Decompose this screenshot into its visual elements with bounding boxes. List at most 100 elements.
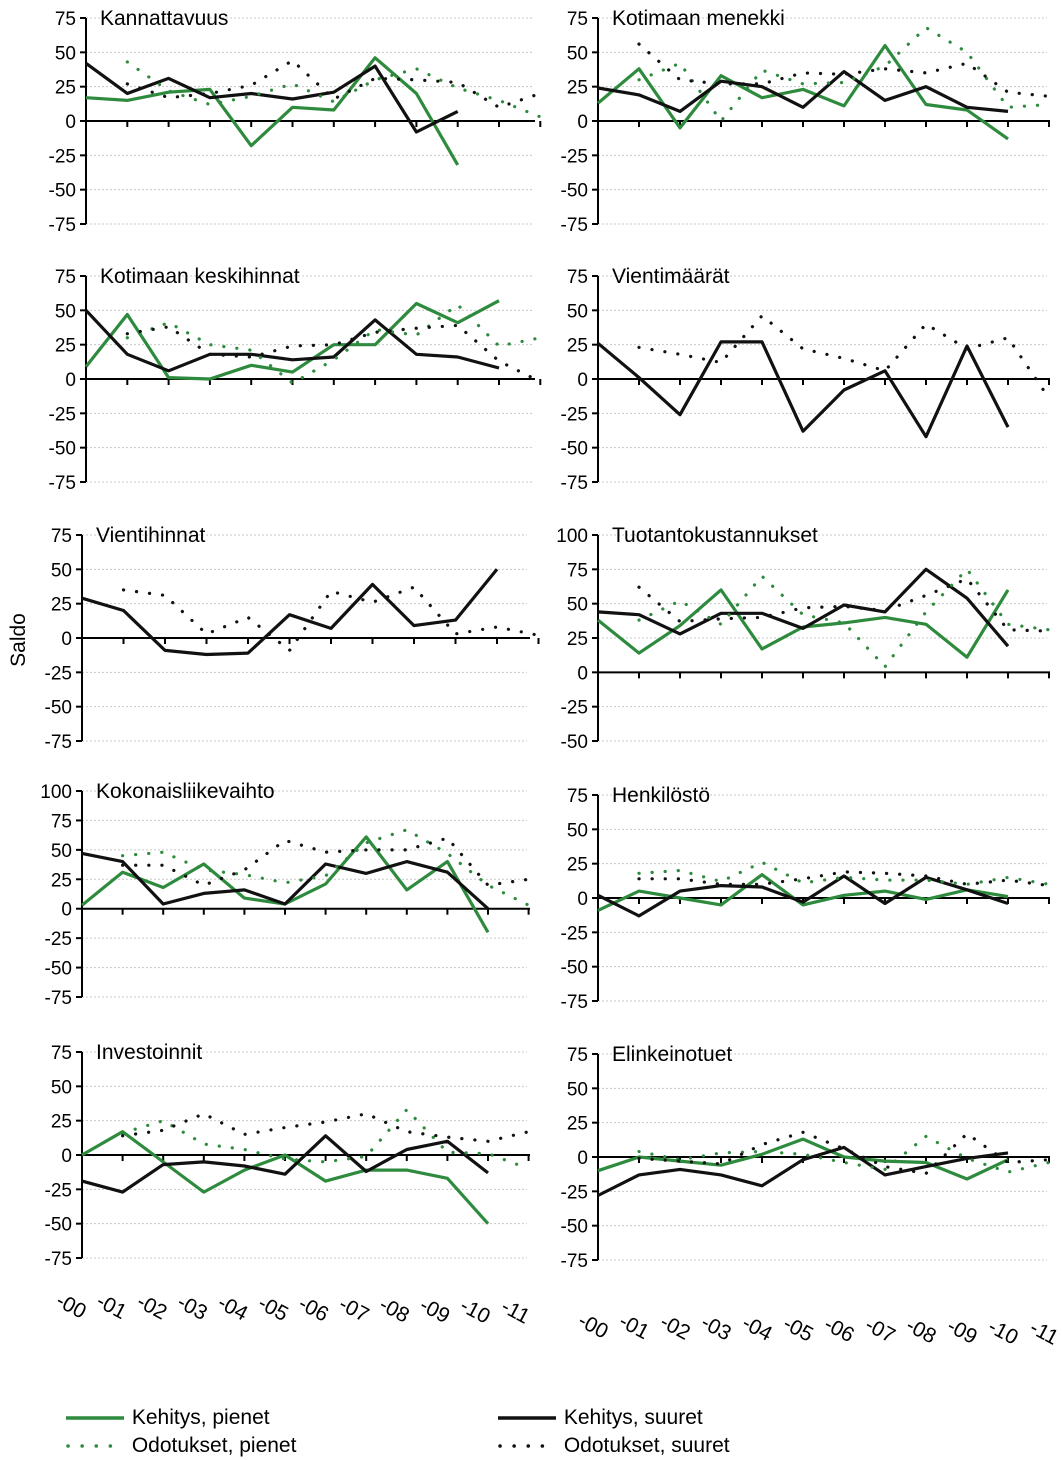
x-tick-label: -04 <box>214 1291 252 1326</box>
y-tick-label: 0 <box>65 112 76 133</box>
y-tick-label: -50 <box>49 439 76 460</box>
y-tick-label: 0 <box>61 900 72 921</box>
y-tick-label: -25 <box>561 1182 588 1203</box>
y-tick-label: 0 <box>65 370 76 391</box>
y-tick-label: -75 <box>561 215 588 236</box>
y-tick-label: -75 <box>561 473 588 494</box>
panel-title: Kokonaisliikevaihto <box>96 780 275 803</box>
y-tick-label: 25 <box>51 595 72 616</box>
panel-title: Kannattavuus <box>100 7 228 30</box>
x-tick-label: -04 <box>738 1311 776 1346</box>
series-odotukset-suuret-line <box>121 836 531 887</box>
x-tick-label: -06 <box>820 1313 858 1348</box>
series-odotukset-pienet-line <box>637 860 1051 886</box>
y-tick-label: 50 <box>51 841 72 862</box>
series-odotukset-suuret-line <box>121 585 541 652</box>
panel-vientimaarat: 75 50 25 0 -25 -50 -75 Vientimäärät <box>561 265 1051 494</box>
y-tick-label: -50 <box>45 959 72 980</box>
x-tick-label: -11 <box>1026 1316 1062 1350</box>
panel-kokonaisliikevaihto: 100 75 50 25 0 -25 -50 -75 Kokonaisliikevaihto <box>40 780 531 1009</box>
panel-tuotantokustannukset: 100 75 50 25 0 -25 -50 Tuotantokustannukset <box>556 524 1051 753</box>
y-tick-label: 25 <box>567 78 588 99</box>
y-tick-label: 25 <box>567 629 588 650</box>
series-kehitys-suuret-line <box>81 851 490 910</box>
x-tick-label: -11 <box>497 1295 533 1329</box>
series-kehitys-pienet-line <box>85 56 460 166</box>
y-tick-label: -75 <box>49 473 76 494</box>
panel-title: Kotimaan menekki <box>612 7 785 30</box>
panel-title: Tuotantokustannukset <box>612 524 818 547</box>
y-tick-label: 75 <box>51 811 72 832</box>
x-tick-label: -09 <box>416 1293 454 1328</box>
y-tick-label: 50 <box>567 301 588 322</box>
y-tick-label: 50 <box>55 43 76 64</box>
y-tick-label: 50 <box>51 560 72 581</box>
y-tick-label: 50 <box>567 820 588 841</box>
panel-title: Elinkeinotuet <box>612 1043 732 1066</box>
x-tick-label: -00 <box>574 1309 612 1344</box>
y-tick-label: -25 <box>561 146 588 167</box>
panel-investoinnit: 75 50 25 0 -25 -50 -75 Investoinnit <box>45 1041 531 1270</box>
y-tick-label: 75 <box>55 9 76 30</box>
y-tick-label: 75 <box>55 267 76 288</box>
x-tick-label: -09 <box>943 1314 981 1349</box>
y-tick-label: -25 <box>45 929 72 950</box>
y-tick-label: 50 <box>567 43 588 64</box>
y-tick-label: 50 <box>567 1079 588 1100</box>
y-tick-label: -50 <box>561 181 588 202</box>
y-tick-label: 75 <box>567 560 588 581</box>
y-tick-label: 0 <box>577 112 588 133</box>
panel-kotimaan-menekki: 75 50 25 0 -25 -50 -75 Kotimaan menekki <box>561 7 1051 236</box>
y-tick-label: 0 <box>61 629 72 650</box>
panel-title: Investoinnit <box>96 1041 202 1064</box>
x-tick-label: -02 <box>656 1310 694 1345</box>
y-tick-label: 0 <box>61 1146 72 1167</box>
series-kehitys-suuret-line <box>81 1134 489 1194</box>
y-tick-label: 75 <box>567 9 588 30</box>
y-tick-label: -75 <box>45 732 72 753</box>
y-tick-label: 25 <box>51 1112 72 1133</box>
y-tick-label: -25 <box>561 923 588 944</box>
y-tick-label: 25 <box>567 336 588 357</box>
x-tick-label: -10 <box>456 1294 494 1329</box>
x-tick-label: -03 <box>697 1311 735 1346</box>
y-tick-label: 75 <box>51 1043 72 1064</box>
panel-title: Vientimäärät <box>612 265 730 288</box>
y-tick-label: -25 <box>561 698 588 719</box>
y-tick-label: -50 <box>45 1215 72 1236</box>
y-tick-label: 0 <box>577 1148 588 1169</box>
y-tick-label: 0 <box>577 663 588 684</box>
y-tick-label: 100 <box>556 526 588 547</box>
panels-group: 75 50 25 0 -25 -50 -75 Kannattavuus 75 50 25 0 -25 -5… <box>40 7 1051 1272</box>
x-tick-label: -10 <box>984 1315 1022 1350</box>
x-tick-label: -08 <box>375 1293 413 1328</box>
panel-vientihinnat: 75 50 25 0 -25 -50 -75 Vientihinnat <box>45 524 541 753</box>
x-tick-label: -07 <box>861 1313 899 1348</box>
series-kehitys-suuret-line <box>596 340 1010 439</box>
panel-kotimaan-keskihinnat: 75 50 25 0 -25 -50 -75 Kotimaan keskihinnat <box>49 265 542 494</box>
y-tick-label: -25 <box>49 146 76 167</box>
y-tick-label: -25 <box>45 1180 72 1201</box>
y-tick-label: -50 <box>561 439 588 460</box>
x-tick-label: -05 <box>254 1291 292 1326</box>
x-tick-labels-right: -00 -01 -02 -03 -04 -05 -06 -07 -08 -09 -10 -11 <box>574 1309 1062 1350</box>
x-tick-label: -02 <box>133 1290 171 1325</box>
y-tick-label: 75 <box>567 786 588 807</box>
x-tick-labels-left: -00 -01 -02 -03 -04 -05 -06 -07 -08 -09 -10 -11 <box>52 1289 533 1329</box>
x-tick-label: -01 <box>93 1289 131 1324</box>
y-tick-label: 25 <box>567 1114 588 1135</box>
series-kehitys-pienet-line <box>84 299 500 381</box>
y-tick-label: -75 <box>45 988 72 1009</box>
series-odotukset-pienet-line <box>637 26 1051 123</box>
y-tick-label: 100 <box>40 782 72 803</box>
series-kehitys-suuret-line <box>84 309 500 373</box>
y-axis-label: Saldo <box>7 613 30 667</box>
x-tick-label: -06 <box>295 1292 333 1327</box>
y-tick-label: -50 <box>561 1217 588 1238</box>
y-tick-label: 0 <box>577 889 588 910</box>
y-tick-label: 75 <box>51 526 72 547</box>
series-kehitys-suuret-line <box>597 70 1009 113</box>
panel-kannattavuus: 75 50 25 0 -25 -50 -75 Kannattavuus <box>49 7 542 236</box>
series-odotukset-suuret-line <box>121 1112 531 1143</box>
